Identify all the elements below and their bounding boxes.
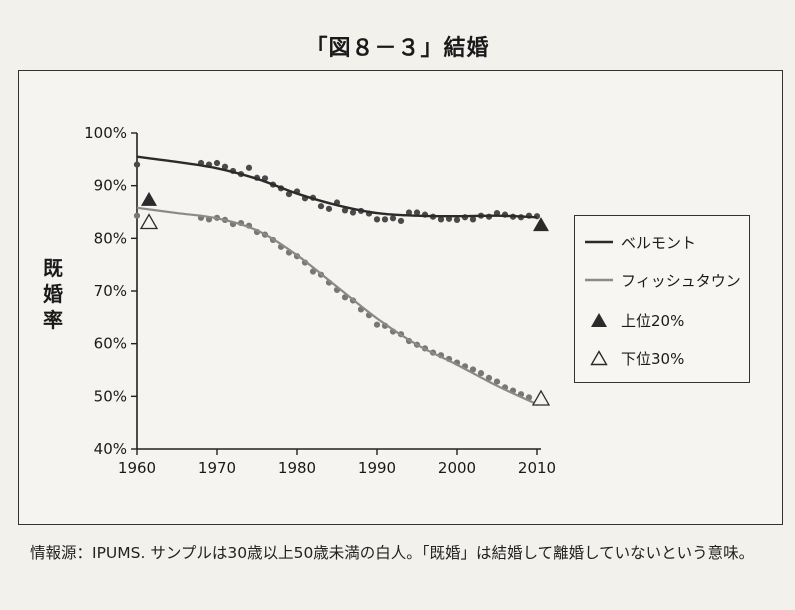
fishtown-data-point (373, 321, 381, 328)
belmont-data-point (397, 217, 405, 225)
legend-label-fishtown: フィッシュタウン (621, 271, 741, 290)
y-tick-label: 90% (94, 177, 127, 195)
y-tick-label: 60% (94, 335, 127, 353)
bottom30-marker (139, 213, 159, 230)
belmont-data-point (389, 215, 397, 222)
fishtown-data-point (133, 212, 141, 219)
legend-item-top20: 上位20% (585, 308, 684, 332)
y-axis-label-char: 率 (43, 308, 63, 332)
legend-item-belmont: ベルモント (585, 230, 696, 254)
legend-label-bottom30: 下位30% (621, 349, 685, 368)
x-tick-label: 2000 (438, 459, 476, 477)
y-tick-label: 100% (84, 124, 127, 142)
belmont-data-point (245, 164, 253, 171)
fishtown-data-point (485, 374, 493, 381)
x-tick-label: 1980 (278, 459, 316, 477)
fishtown-trend-line (136, 206, 538, 406)
legend-label-belmont: ベルモント (621, 233, 697, 252)
belmont-data-point (213, 159, 221, 167)
belmont-data-point (413, 209, 421, 216)
y-axis-label-char: 婚 (43, 282, 63, 306)
legend-item-fishtown: フィッシュタウン (585, 268, 741, 292)
belmont-trend-line (136, 155, 538, 219)
legend-item-bottom30: 下位30% (585, 346, 684, 370)
belmont-data-point (405, 209, 413, 216)
y-tick-label: 70% (94, 282, 127, 300)
y-axis-label: 既 婚 率 (40, 255, 66, 333)
belmont-data-point (453, 216, 461, 223)
belmont-data-point (381, 216, 389, 223)
bottom30-marker (531, 389, 551, 406)
top20-marker (141, 191, 157, 206)
fishtown-data-point (477, 370, 485, 377)
filled-triangle-icon (585, 312, 613, 328)
belmont-data-point (221, 163, 229, 170)
legend: ベルモント フィッシュタウン 上位20% 下位30% (574, 215, 750, 383)
chart-title: 「図８－３」結婚 (305, 36, 490, 61)
belmont-data-point (317, 203, 325, 210)
legend-label-top20: 上位20% (621, 311, 685, 330)
belmont-data-point (437, 216, 445, 223)
y-tick-label: 50% (94, 387, 127, 405)
x-tick-label: 1970 (198, 459, 236, 477)
top20-marker (533, 217, 549, 232)
y-axis-label-char: 既 (43, 256, 63, 280)
legend-line-dark-icon (585, 239, 613, 245)
legend-line-gray-icon (585, 277, 613, 283)
belmont-data-point (349, 209, 357, 216)
fishtown-data-point (469, 366, 477, 373)
belmont-data-point (341, 207, 349, 214)
belmont-data-point (133, 161, 141, 168)
x-tick-label: 2010 (518, 459, 556, 477)
belmont-data-point (325, 205, 333, 212)
x-tick-label: 1960 (118, 459, 156, 477)
source-note: 情報源：IPUMS. サンプルは30歳以上50歳未満の白人。「既婚」は結婚して離… (30, 544, 755, 562)
belmont-data-point (373, 216, 381, 223)
belmont-data-point (469, 216, 477, 223)
fishtown-data-point (493, 378, 501, 385)
x-tick-label: 1990 (358, 459, 396, 477)
y-tick-label: 40% (94, 440, 127, 458)
open-triangle-icon (585, 350, 613, 366)
y-tick-label: 80% (94, 229, 127, 247)
